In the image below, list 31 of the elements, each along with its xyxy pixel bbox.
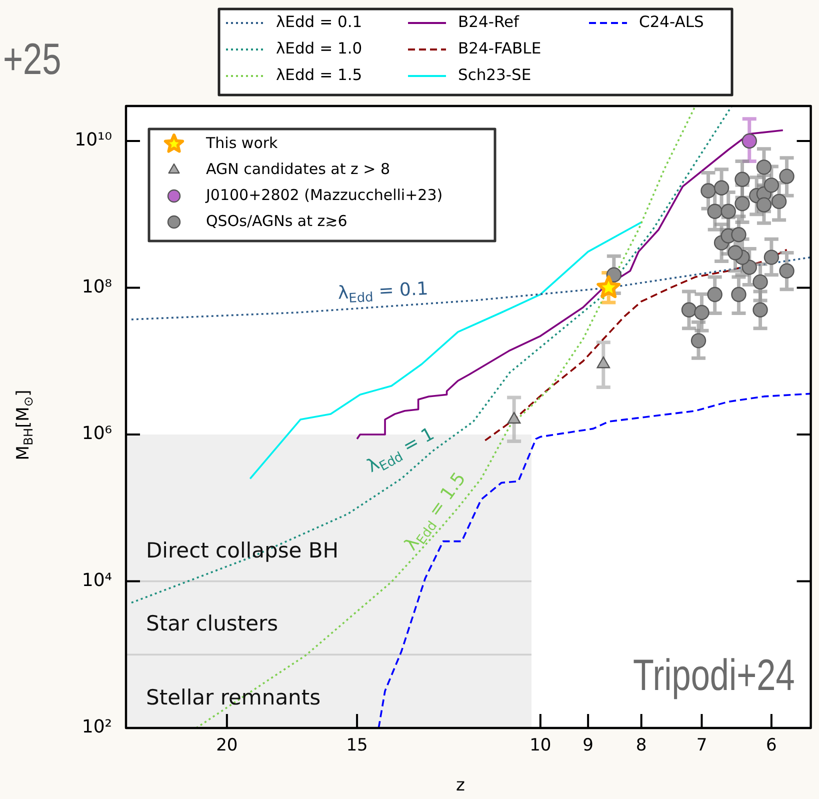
legend-label: B24-FABLE <box>458 40 542 58</box>
y-tick-label: 10⁶ <box>82 423 112 444</box>
legend-label: Sch23-SE <box>458 66 532 84</box>
y-tick-label: 10⁴ <box>82 570 112 591</box>
annotation: Tripodi+24 <box>633 651 795 700</box>
legend-label: λEdd = 1.0 <box>276 40 362 58</box>
x-tick-label: 8 <box>636 736 647 756</box>
legend-label: QSOs/AGNs at z≳6 <box>206 212 348 230</box>
x-tick-label: 10 <box>530 736 552 756</box>
y-tick-label: 10² <box>82 716 112 738</box>
y-tick-label: 10¹⁰ <box>74 130 112 151</box>
y-axis-title: MBH[M⊙] <box>13 390 36 460</box>
legend-label: λEdd = 0.1 <box>276 13 362 32</box>
text: +25 <box>3 35 62 84</box>
x-tick-label: 6 <box>766 736 777 756</box>
legend-label: B24-Ref <box>458 13 520 32</box>
x-tick-label: 7 <box>696 736 708 756</box>
x-tick-label: 20 <box>216 736 238 756</box>
legend-label: λEdd = 1.5 <box>276 66 362 84</box>
annotation: λEdd = 1 <box>363 423 438 478</box>
legend-label: J0100+2802 (Mazzucchelli+23) <box>205 186 443 204</box>
x-axis-title: z <box>456 775 465 796</box>
annotation: λEdd = 0.1 <box>337 278 429 306</box>
x-tick-label: 15 <box>346 736 368 756</box>
x-tick-label: 9 <box>582 736 594 756</box>
legend-label: C24-ALS <box>639 13 704 32</box>
annotation: Stellar remnants <box>146 685 321 710</box>
legend-label: This work <box>205 134 278 152</box>
annotation: Star clusters <box>146 611 278 636</box>
legend-label: AGN candidates at z > 8 <box>206 160 390 178</box>
y-tick-label: 10⁸ <box>82 276 112 298</box>
